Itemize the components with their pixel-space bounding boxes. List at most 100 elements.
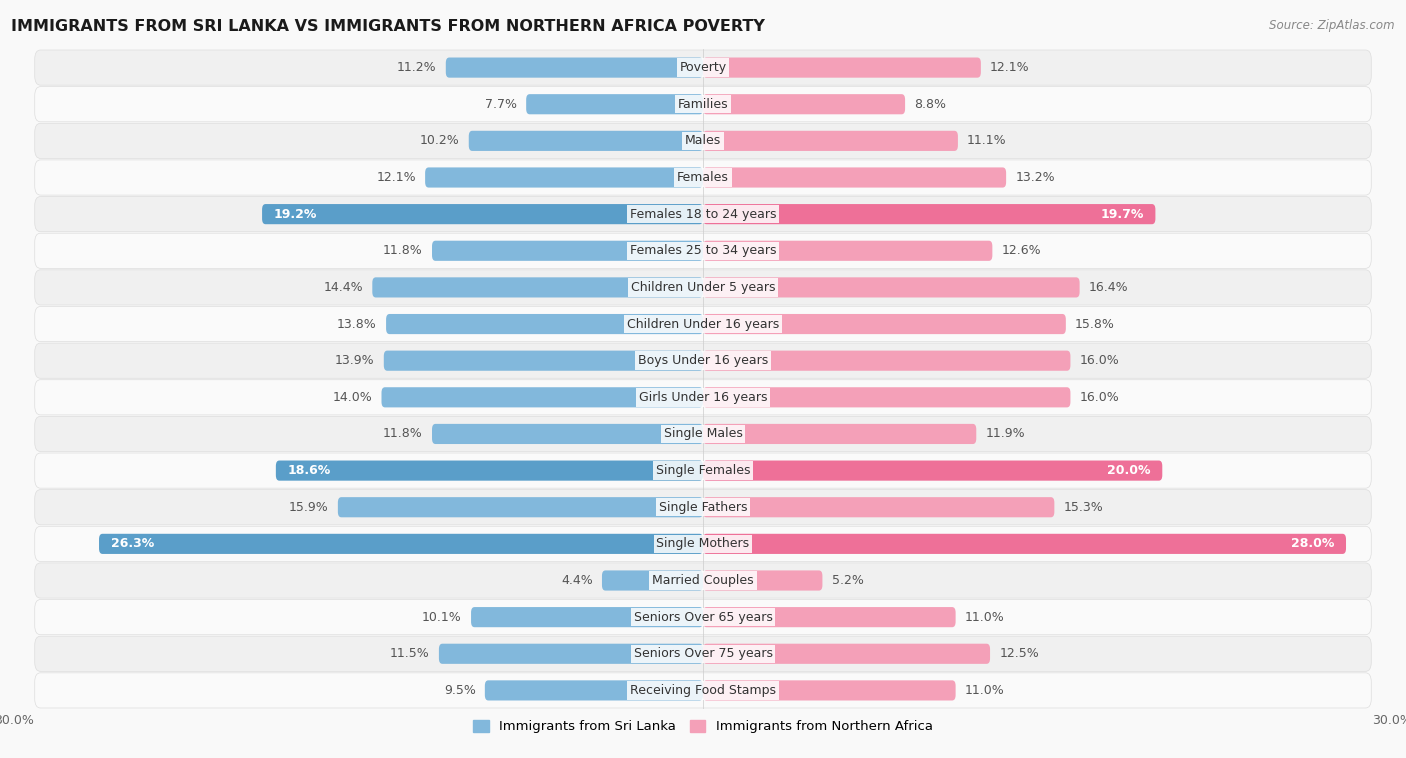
FancyBboxPatch shape xyxy=(35,490,1371,525)
FancyBboxPatch shape xyxy=(526,94,703,114)
FancyBboxPatch shape xyxy=(703,168,1007,187)
Text: 11.2%: 11.2% xyxy=(396,61,437,74)
FancyBboxPatch shape xyxy=(703,204,1156,224)
FancyBboxPatch shape xyxy=(703,314,1066,334)
FancyBboxPatch shape xyxy=(35,86,1371,122)
Text: 28.0%: 28.0% xyxy=(1291,537,1334,550)
Text: 15.9%: 15.9% xyxy=(288,501,329,514)
FancyBboxPatch shape xyxy=(703,534,1346,554)
Text: Seniors Over 65 years: Seniors Over 65 years xyxy=(634,611,772,624)
Text: 13.8%: 13.8% xyxy=(337,318,377,330)
Text: Receiving Food Stamps: Receiving Food Stamps xyxy=(630,684,776,697)
Text: 11.1%: 11.1% xyxy=(967,134,1007,147)
Text: IMMIGRANTS FROM SRI LANKA VS IMMIGRANTS FROM NORTHERN AFRICA POVERTY: IMMIGRANTS FROM SRI LANKA VS IMMIGRANTS … xyxy=(11,19,765,34)
Text: 13.9%: 13.9% xyxy=(335,354,374,367)
FancyBboxPatch shape xyxy=(703,571,823,590)
Text: Boys Under 16 years: Boys Under 16 years xyxy=(638,354,768,367)
Text: 11.9%: 11.9% xyxy=(986,428,1025,440)
FancyBboxPatch shape xyxy=(35,673,1371,708)
FancyBboxPatch shape xyxy=(432,241,703,261)
Text: Families: Families xyxy=(678,98,728,111)
FancyBboxPatch shape xyxy=(35,124,1371,158)
FancyBboxPatch shape xyxy=(35,380,1371,415)
Text: Girls Under 16 years: Girls Under 16 years xyxy=(638,391,768,404)
FancyBboxPatch shape xyxy=(35,636,1371,672)
Text: 11.8%: 11.8% xyxy=(382,244,423,257)
Text: 19.2%: 19.2% xyxy=(274,208,316,221)
Text: 13.2%: 13.2% xyxy=(1015,171,1054,184)
Text: Children Under 5 years: Children Under 5 years xyxy=(631,281,775,294)
FancyBboxPatch shape xyxy=(381,387,703,407)
FancyBboxPatch shape xyxy=(703,607,956,627)
Text: 14.0%: 14.0% xyxy=(333,391,373,404)
FancyBboxPatch shape xyxy=(703,241,993,261)
FancyBboxPatch shape xyxy=(446,58,703,77)
Text: 10.1%: 10.1% xyxy=(422,611,461,624)
Text: Females 25 to 34 years: Females 25 to 34 years xyxy=(630,244,776,257)
FancyBboxPatch shape xyxy=(432,424,703,444)
FancyBboxPatch shape xyxy=(384,351,703,371)
Text: 9.5%: 9.5% xyxy=(444,684,475,697)
FancyBboxPatch shape xyxy=(703,387,1070,407)
FancyBboxPatch shape xyxy=(468,131,703,151)
Text: 11.5%: 11.5% xyxy=(389,647,430,660)
Text: 11.0%: 11.0% xyxy=(965,611,1004,624)
FancyBboxPatch shape xyxy=(703,351,1070,371)
FancyBboxPatch shape xyxy=(35,416,1371,452)
Text: 20.0%: 20.0% xyxy=(1108,464,1152,477)
FancyBboxPatch shape xyxy=(35,160,1371,195)
FancyBboxPatch shape xyxy=(35,233,1371,268)
Text: Children Under 16 years: Children Under 16 years xyxy=(627,318,779,330)
Text: Females 18 to 24 years: Females 18 to 24 years xyxy=(630,208,776,221)
FancyBboxPatch shape xyxy=(471,607,703,627)
Text: Poverty: Poverty xyxy=(679,61,727,74)
Text: Males: Males xyxy=(685,134,721,147)
FancyBboxPatch shape xyxy=(703,681,956,700)
FancyBboxPatch shape xyxy=(387,314,703,334)
Text: 18.6%: 18.6% xyxy=(287,464,330,477)
FancyBboxPatch shape xyxy=(98,534,703,554)
FancyBboxPatch shape xyxy=(373,277,703,297)
FancyBboxPatch shape xyxy=(35,526,1371,562)
FancyBboxPatch shape xyxy=(35,343,1371,378)
Text: 5.2%: 5.2% xyxy=(831,574,863,587)
Text: 16.4%: 16.4% xyxy=(1088,281,1129,294)
FancyBboxPatch shape xyxy=(703,644,990,664)
FancyBboxPatch shape xyxy=(262,204,703,224)
Text: 4.4%: 4.4% xyxy=(561,574,593,587)
FancyBboxPatch shape xyxy=(35,270,1371,305)
FancyBboxPatch shape xyxy=(703,461,1163,481)
FancyBboxPatch shape xyxy=(703,277,1080,297)
Text: 16.0%: 16.0% xyxy=(1080,354,1119,367)
FancyBboxPatch shape xyxy=(703,94,905,114)
Text: Source: ZipAtlas.com: Source: ZipAtlas.com xyxy=(1270,19,1395,32)
FancyBboxPatch shape xyxy=(602,571,703,590)
FancyBboxPatch shape xyxy=(35,453,1371,488)
FancyBboxPatch shape xyxy=(703,131,957,151)
Text: 7.7%: 7.7% xyxy=(485,98,517,111)
Text: 8.8%: 8.8% xyxy=(914,98,946,111)
Text: Seniors Over 75 years: Seniors Over 75 years xyxy=(634,647,772,660)
Text: 16.0%: 16.0% xyxy=(1080,391,1119,404)
Text: 26.3%: 26.3% xyxy=(111,537,153,550)
Text: 11.0%: 11.0% xyxy=(965,684,1004,697)
Text: 15.8%: 15.8% xyxy=(1076,318,1115,330)
FancyBboxPatch shape xyxy=(703,424,976,444)
FancyBboxPatch shape xyxy=(35,563,1371,598)
Text: 10.2%: 10.2% xyxy=(420,134,460,147)
FancyBboxPatch shape xyxy=(485,681,703,700)
Text: 12.5%: 12.5% xyxy=(1000,647,1039,660)
Text: 12.1%: 12.1% xyxy=(990,61,1029,74)
FancyBboxPatch shape xyxy=(703,497,1054,517)
Text: 12.1%: 12.1% xyxy=(377,171,416,184)
FancyBboxPatch shape xyxy=(425,168,703,187)
Text: 12.6%: 12.6% xyxy=(1001,244,1042,257)
FancyBboxPatch shape xyxy=(35,196,1371,232)
Text: Single Males: Single Males xyxy=(664,428,742,440)
FancyBboxPatch shape xyxy=(703,58,981,77)
FancyBboxPatch shape xyxy=(35,600,1371,634)
Text: 11.8%: 11.8% xyxy=(382,428,423,440)
Text: Married Couples: Married Couples xyxy=(652,574,754,587)
FancyBboxPatch shape xyxy=(276,461,703,481)
FancyBboxPatch shape xyxy=(35,306,1371,342)
